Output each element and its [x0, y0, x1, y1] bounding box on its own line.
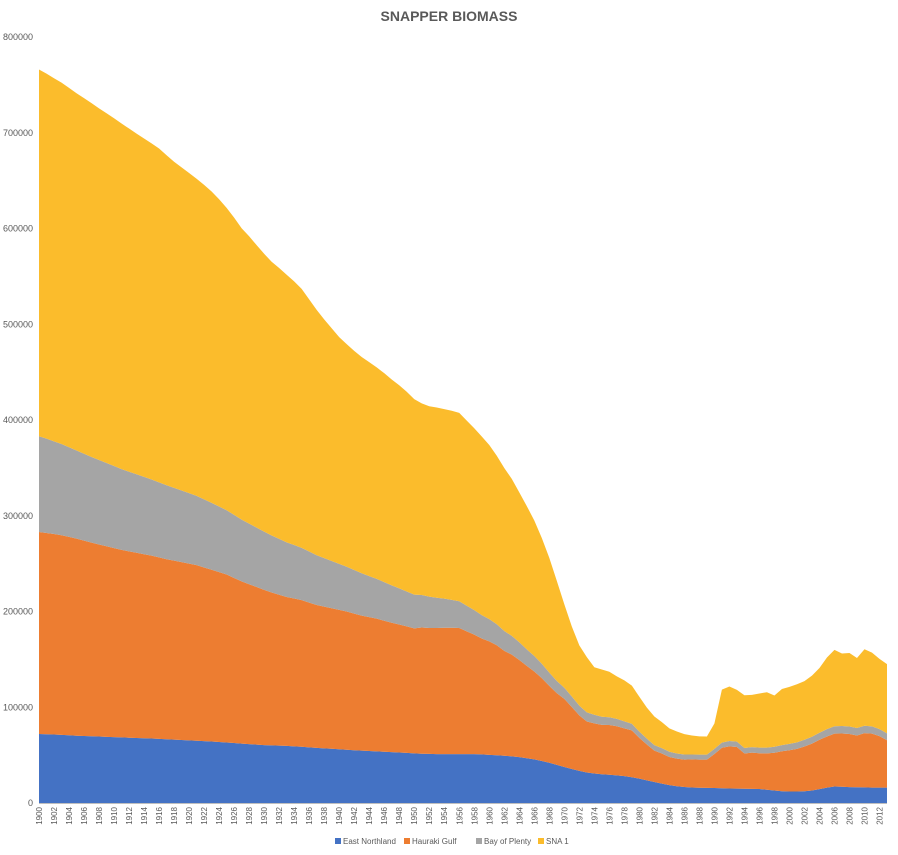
y-axis: 0 100000 200000 300000 400000 500000 600000 700…	[3, 32, 33, 808]
x-tick-label: 1902	[50, 806, 59, 824]
x-tick-label: 1964	[515, 806, 524, 824]
x-tick-label: 1924	[215, 806, 224, 824]
x-axis: 1900 1902 1904 1906 1908 1910 1912 1914 1916 1918…	[35, 803, 887, 825]
x-tick-label: 1956	[455, 806, 464, 824]
x-tick-label: 1916	[155, 806, 164, 824]
stacked-areas	[39, 69, 887, 803]
x-tick-label: 2008	[845, 806, 854, 824]
x-tick-label: 1932	[275, 806, 284, 824]
x-tick-label: 1906	[80, 806, 89, 824]
x-tick-label: 2010	[860, 806, 869, 824]
x-tick-label: 1920	[185, 806, 194, 824]
y-tick-label: 800000	[3, 32, 33, 42]
x-tick-label: 1918	[170, 806, 179, 824]
y-tick-label: 700000	[3, 128, 33, 138]
x-tick-label: 1974	[590, 806, 599, 824]
x-tick-label: 1938	[320, 806, 329, 824]
x-tick-label: 1992	[725, 806, 734, 824]
x-tick-label: 1966	[530, 806, 539, 824]
y-tick-label: 400000	[3, 415, 33, 425]
x-tick-label: 1960	[485, 806, 494, 824]
x-tick-label: 1946	[380, 806, 389, 824]
legend-label-east-northland: East Northland	[343, 837, 396, 846]
x-tick-label: 1940	[335, 806, 344, 824]
x-tick-label: 2006	[830, 806, 839, 824]
area-series-east-northland	[39, 734, 887, 803]
legend-swatch-bay-of-plenty	[476, 838, 482, 844]
x-tick-label: 1976	[605, 806, 614, 824]
x-tick-label: 1912	[125, 806, 134, 824]
x-tick-label: 1986	[680, 806, 689, 824]
y-tick-label: 300000	[3, 511, 33, 521]
legend-swatch-east-northland	[335, 838, 341, 844]
x-tick-label: 1942	[350, 806, 359, 824]
legend-label-sna-1: SNA 1	[546, 837, 569, 846]
x-tick-label: 1926	[230, 806, 239, 824]
x-tick-label: 1922	[200, 806, 209, 824]
legend-label-bay-of-plenty: Bay of Plenty	[484, 837, 531, 846]
x-tick-label: 1914	[140, 806, 149, 824]
y-tick-label: 200000	[3, 607, 33, 617]
x-tick-label: 1934	[290, 806, 299, 824]
x-tick-label: 1958	[470, 806, 479, 824]
x-tick-label: 2004	[815, 806, 824, 824]
x-tick-label: 1900	[35, 806, 44, 824]
x-tick-label: 2012	[876, 806, 885, 824]
x-tick-label: 1984	[665, 806, 674, 824]
x-tick-label: 1990	[710, 806, 719, 824]
x-tick-label: 1998	[770, 806, 779, 824]
legend-swatch-sna-1	[538, 838, 544, 844]
x-tick-label: 1904	[65, 806, 74, 824]
x-tick-label: 1968	[545, 806, 554, 824]
x-tick-label: 1950	[410, 806, 419, 824]
x-tick-label: 2002	[800, 806, 809, 824]
x-tick-label: 1978	[620, 806, 629, 824]
x-tick-label: 1982	[650, 806, 659, 824]
x-tick-label: 1996	[755, 806, 764, 824]
y-tick-label: 0	[28, 798, 33, 808]
x-tick-label: 1936	[305, 806, 314, 824]
x-tick-label: 1970	[560, 806, 569, 824]
x-tick-label: 1980	[635, 806, 644, 824]
x-tick-label: 1954	[440, 806, 449, 824]
area-series-hauraki-gulf	[39, 532, 887, 792]
x-tick-label: 1962	[500, 806, 509, 824]
legend: East Northland Hauraki Gulf Bay of Plenty S…	[335, 837, 569, 846]
x-tick-label: 1908	[95, 806, 104, 824]
y-tick-label: 500000	[3, 319, 33, 329]
x-tick-label: 1944	[365, 806, 374, 824]
x-tick-label: 2000	[785, 806, 794, 824]
area-series-sna-1	[39, 69, 887, 755]
chart-title: SNAPPER BIOMASS	[381, 8, 518, 24]
y-tick-label: 100000	[3, 702, 33, 712]
x-tick-label: 1930	[260, 806, 269, 824]
legend-label-hauraki-gulf: Hauraki Gulf	[412, 837, 457, 846]
x-tick-label: 1928	[245, 806, 254, 824]
x-tick-label: 1988	[695, 806, 704, 824]
x-tick-label: 1910	[110, 806, 119, 824]
x-tick-label: 1952	[425, 806, 434, 824]
y-tick-label: 600000	[3, 224, 33, 234]
x-tick-label: 1948	[395, 806, 404, 824]
legend-swatch-hauraki-gulf	[404, 838, 410, 844]
x-tick-label: 1972	[575, 806, 584, 824]
x-tick-label: 1994	[740, 806, 749, 824]
